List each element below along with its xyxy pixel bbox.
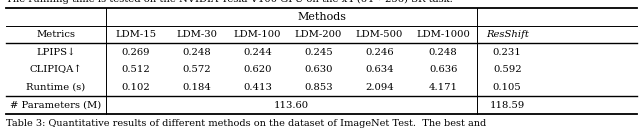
Text: 0.620: 0.620 [243,65,272,74]
Text: The running time is tested on the NVIDIA Tesla V100 GPU on the x4 (64→ 256) SR t: The running time is tested on the NVIDIA… [6,0,453,4]
Text: LDM-200: LDM-200 [294,30,342,39]
Text: 0.248: 0.248 [182,48,211,57]
Text: Table 3: Quantitative results of different methods on the dataset of ImageNet Te: Table 3: Quantitative results of differe… [6,119,486,128]
Text: LPIPS↓: LPIPS↓ [36,48,76,57]
Text: 0.512: 0.512 [122,65,150,74]
Text: 0.269: 0.269 [122,48,150,57]
Text: Runtime (s): Runtime (s) [26,83,86,92]
Text: 0.636: 0.636 [429,65,458,74]
Text: 0.245: 0.245 [304,48,333,57]
Text: # Parameters (M): # Parameters (M) [10,101,102,110]
Text: Methods: Methods [297,12,346,22]
Text: 0.105: 0.105 [493,83,522,92]
Text: 113.60: 113.60 [274,101,308,110]
Text: Metrics: Metrics [36,30,76,39]
Text: 0.413: 0.413 [243,83,272,92]
Text: ResShift: ResShift [486,30,529,39]
Text: 2.094: 2.094 [365,83,394,92]
Text: LDM-1000: LDM-1000 [416,30,470,39]
Text: 0.630: 0.630 [304,65,333,74]
Text: 118.59: 118.59 [490,101,525,110]
Text: LDM-100: LDM-100 [234,30,282,39]
Text: LDM-30: LDM-30 [176,30,218,39]
Text: 0.592: 0.592 [493,65,522,74]
Text: 0.572: 0.572 [182,65,211,74]
Text: 0.184: 0.184 [182,83,211,92]
Text: 0.246: 0.246 [365,48,394,57]
Text: CLIPIQA↑: CLIPIQA↑ [29,65,83,74]
Text: LDM-500: LDM-500 [355,30,403,39]
Text: 4.171: 4.171 [429,83,458,92]
Text: 0.231: 0.231 [493,48,522,57]
Text: 0.244: 0.244 [243,48,272,57]
Text: 0.634: 0.634 [365,65,394,74]
Text: 0.248: 0.248 [429,48,458,57]
Text: 0.853: 0.853 [304,83,333,92]
Text: LDM-15: LDM-15 [115,30,157,39]
Text: 0.102: 0.102 [122,83,150,92]
